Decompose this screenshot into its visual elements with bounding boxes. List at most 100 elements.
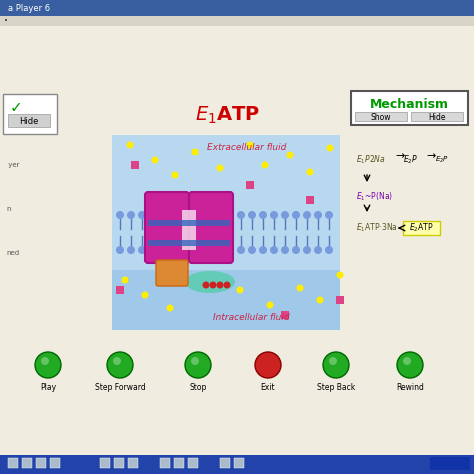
Bar xyxy=(336,296,344,304)
Circle shape xyxy=(152,156,158,164)
Circle shape xyxy=(325,246,333,254)
Circle shape xyxy=(248,211,256,219)
Circle shape xyxy=(185,352,211,378)
Circle shape xyxy=(204,246,212,254)
Circle shape xyxy=(259,246,267,254)
Circle shape xyxy=(224,282,230,289)
Text: $E_2$ATP: $E_2$ATP xyxy=(409,222,433,234)
Circle shape xyxy=(401,356,419,374)
Circle shape xyxy=(292,246,300,254)
Circle shape xyxy=(210,282,217,289)
FancyBboxPatch shape xyxy=(189,192,233,263)
Circle shape xyxy=(397,352,423,378)
Bar xyxy=(112,270,340,330)
Circle shape xyxy=(160,246,168,254)
Bar xyxy=(36,458,46,468)
Circle shape xyxy=(204,211,212,219)
Bar xyxy=(22,458,32,468)
Bar xyxy=(188,458,198,468)
Circle shape xyxy=(286,152,293,158)
Circle shape xyxy=(217,164,224,172)
Circle shape xyxy=(113,357,121,365)
Circle shape xyxy=(41,357,49,365)
Bar xyxy=(160,458,170,468)
Text: $E_1$ATP: $E_1$ATP xyxy=(195,104,261,126)
Circle shape xyxy=(193,246,201,254)
Bar xyxy=(116,286,124,294)
Circle shape xyxy=(39,356,57,374)
Text: Hide: Hide xyxy=(19,117,39,126)
Circle shape xyxy=(127,142,134,148)
Circle shape xyxy=(303,246,311,254)
Bar xyxy=(8,114,50,127)
Text: •: • xyxy=(4,18,8,24)
Bar xyxy=(8,458,18,468)
Circle shape xyxy=(193,211,201,219)
Circle shape xyxy=(191,357,199,365)
Circle shape xyxy=(329,357,337,365)
Text: Extracellular fluid: Extracellular fluid xyxy=(207,144,286,153)
Circle shape xyxy=(149,246,157,254)
Text: $E_2P$: $E_2P$ xyxy=(435,155,449,165)
Circle shape xyxy=(270,211,278,219)
Circle shape xyxy=(248,246,256,254)
FancyBboxPatch shape xyxy=(156,260,188,286)
Circle shape xyxy=(237,286,244,293)
Circle shape xyxy=(237,211,245,219)
Circle shape xyxy=(116,211,124,219)
Circle shape xyxy=(215,211,223,219)
Circle shape xyxy=(172,172,179,179)
Circle shape xyxy=(111,356,129,374)
Circle shape xyxy=(237,246,245,254)
Bar xyxy=(234,458,244,468)
Circle shape xyxy=(171,246,179,254)
Text: $E_2P$: $E_2P$ xyxy=(403,154,418,166)
Circle shape xyxy=(337,272,344,279)
Bar xyxy=(355,112,407,121)
Circle shape xyxy=(314,211,322,219)
Circle shape xyxy=(215,246,223,254)
Bar xyxy=(430,457,470,470)
Circle shape xyxy=(259,211,267,219)
Bar xyxy=(148,220,230,226)
Circle shape xyxy=(270,246,278,254)
Bar xyxy=(112,135,340,330)
Text: Intracellular fluid: Intracellular fluid xyxy=(213,313,290,322)
Bar xyxy=(220,458,230,468)
Circle shape xyxy=(127,211,135,219)
Bar xyxy=(148,240,230,246)
Bar xyxy=(174,458,184,468)
Bar xyxy=(0,0,474,16)
Text: yer: yer xyxy=(6,162,19,168)
Circle shape xyxy=(217,282,224,289)
Bar xyxy=(246,181,254,189)
FancyBboxPatch shape xyxy=(351,91,468,125)
Circle shape xyxy=(307,168,313,175)
Text: Stop: Stop xyxy=(189,383,207,392)
Circle shape xyxy=(292,211,300,219)
Text: Hide: Hide xyxy=(428,112,446,121)
Bar xyxy=(0,16,474,26)
Text: ✓: ✓ xyxy=(10,100,23,116)
Bar xyxy=(0,455,474,474)
Circle shape xyxy=(255,352,281,378)
Circle shape xyxy=(182,211,190,219)
Text: n: n xyxy=(6,206,10,212)
Circle shape xyxy=(142,292,148,299)
Ellipse shape xyxy=(185,271,235,293)
Circle shape xyxy=(259,356,277,374)
Circle shape xyxy=(317,297,323,303)
Circle shape xyxy=(166,304,173,311)
Circle shape xyxy=(189,356,207,374)
Circle shape xyxy=(281,246,289,254)
Bar xyxy=(50,458,60,468)
Circle shape xyxy=(297,284,303,292)
Circle shape xyxy=(107,352,133,378)
Bar xyxy=(411,112,463,121)
Circle shape xyxy=(262,162,268,168)
Bar xyxy=(306,196,314,204)
Bar xyxy=(128,458,138,468)
Text: ned: ned xyxy=(6,250,19,256)
Bar xyxy=(114,458,124,468)
Circle shape xyxy=(138,211,146,219)
